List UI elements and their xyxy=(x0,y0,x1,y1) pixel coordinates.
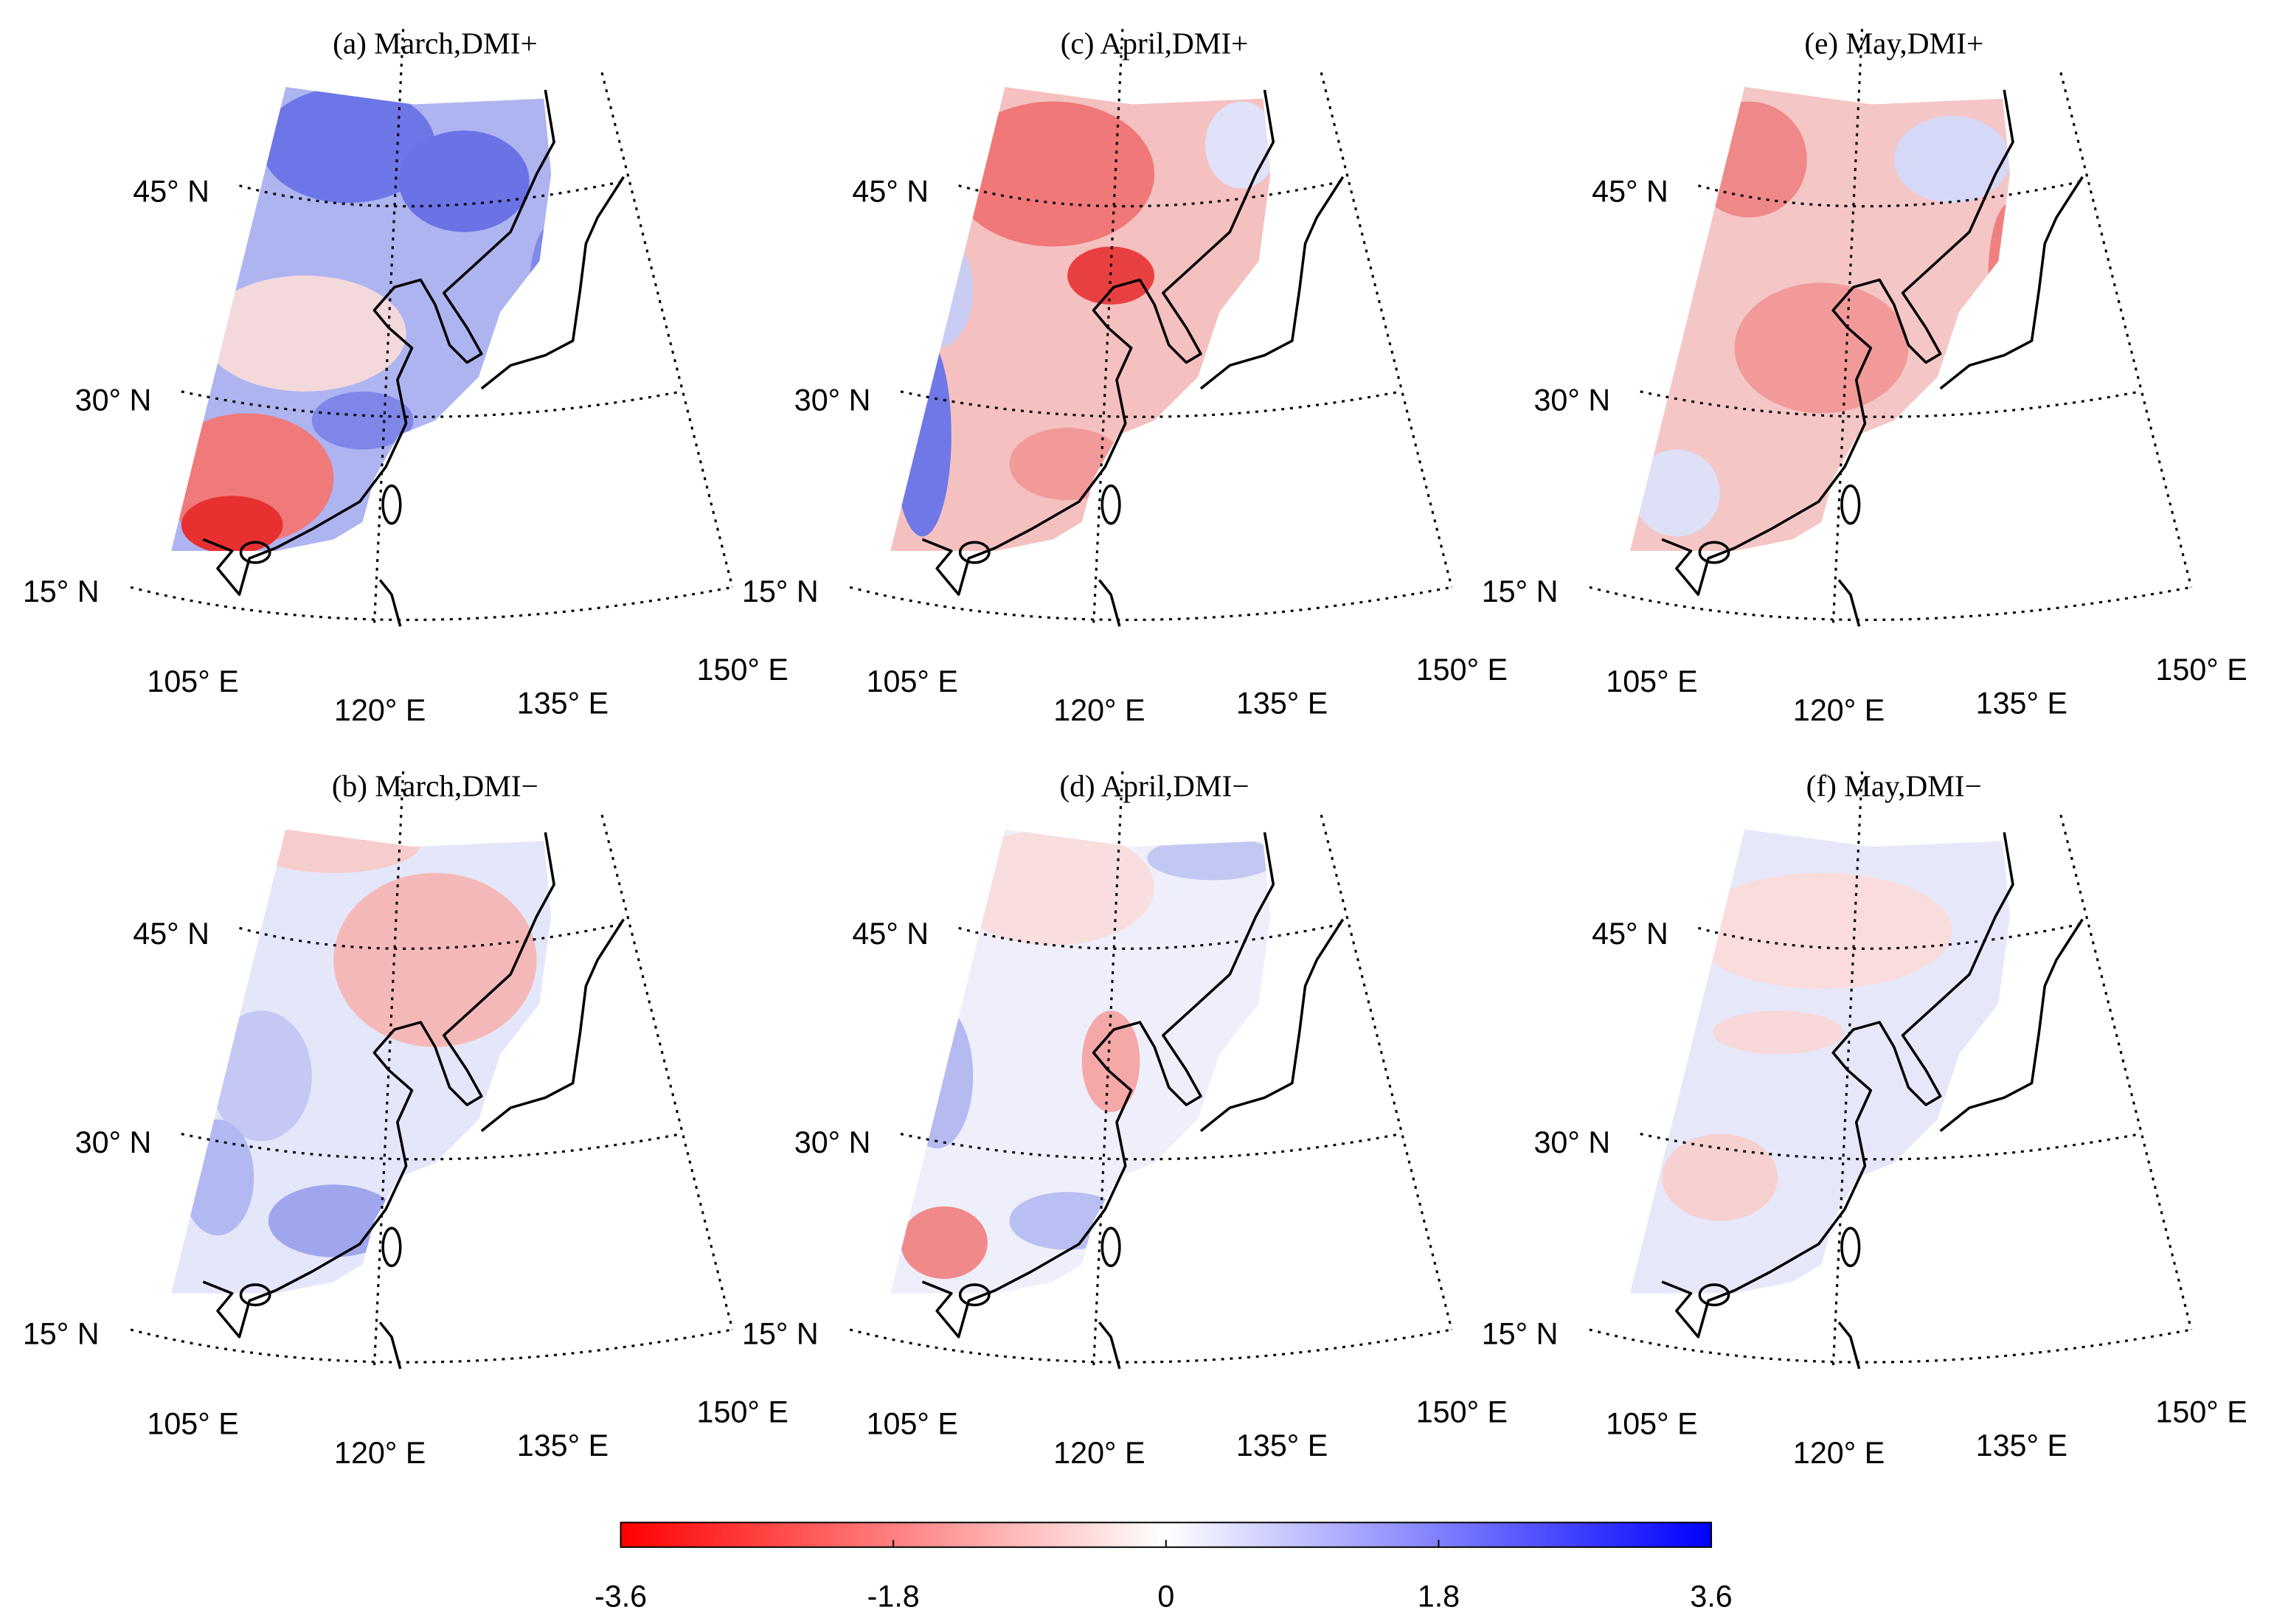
field-blob xyxy=(901,1003,974,1149)
lon-label: 135° E xyxy=(517,1429,609,1462)
lon-label: 105° E xyxy=(147,1406,238,1440)
field-blob xyxy=(333,872,537,1047)
lon-label: 105° E xyxy=(1606,1406,1697,1440)
lon-label: 135° E xyxy=(1236,686,1328,720)
field-blob xyxy=(1691,101,1807,218)
lat-label: 30° N xyxy=(75,383,152,417)
lat-label: 30° N xyxy=(75,1125,152,1159)
field-blob xyxy=(1662,1134,1778,1221)
colorbar-tick-label: 1.8 xyxy=(1418,1579,1460,1613)
lon-label: 105° E xyxy=(1606,664,1697,698)
panel-title: (a) March,DMI+ xyxy=(333,27,538,61)
field-blob xyxy=(951,101,1155,247)
lat-label: 30° N xyxy=(794,1125,871,1159)
field-blob xyxy=(246,829,421,873)
colorbar-tick-label: -1.8 xyxy=(867,1579,920,1613)
panel-title: (e) May,DMI+ xyxy=(1804,27,1983,61)
lon-label: 150° E xyxy=(2155,653,2247,687)
lon-label: 135° E xyxy=(1976,1429,2067,1462)
field-blob xyxy=(1893,116,2011,204)
panel-title: (c) April,DMI+ xyxy=(1061,27,1249,61)
lon-label: 120° E xyxy=(1053,693,1145,727)
colorbar-tick-label: -3.6 xyxy=(595,1579,647,1613)
lat-label: 30° N xyxy=(794,383,871,417)
field-blob xyxy=(1988,203,2011,348)
lon-label: 120° E xyxy=(1793,693,1885,727)
lat-label: 45° N xyxy=(133,174,209,208)
lon-label: 150° E xyxy=(2155,1395,2247,1429)
field-blob xyxy=(1147,836,1271,881)
map-panel: (a) March,DMI+ 45° N 30° N 15° N 105° E 120° … xyxy=(23,27,788,727)
map-panel: (d) April,DMI− 45° N 30° N 15° N 105° E 120° … xyxy=(742,768,1508,1469)
field-blob xyxy=(398,130,530,232)
lat-label: 15° N xyxy=(1482,575,1559,608)
colorbar: -3.6 -1.8 0 1.8 3.6 xyxy=(595,1521,1733,1613)
lon-label: 150° E xyxy=(1416,653,1508,687)
colorbar-tick-label: 0 xyxy=(1157,1579,1174,1613)
lat-label: 45° N xyxy=(1592,174,1668,208)
lat-label: 15° N xyxy=(742,575,819,608)
field-blob xyxy=(268,1184,399,1257)
lon-label: 135° E xyxy=(1976,686,2067,720)
panel-title: (d) April,DMI− xyxy=(1060,768,1249,803)
field xyxy=(171,86,552,552)
lat-label: 45° N xyxy=(852,174,929,208)
field-blob xyxy=(1067,246,1155,305)
lat-label: 15° N xyxy=(23,1317,100,1351)
lon-label: 105° E xyxy=(867,664,958,698)
field-blob xyxy=(210,1010,312,1142)
field-blob xyxy=(1204,101,1271,189)
lon-label: 120° E xyxy=(1793,1436,1885,1470)
lat-label: 15° N xyxy=(1482,1317,1559,1351)
lat-label: 30° N xyxy=(1533,1125,1610,1159)
lat-label: 15° N xyxy=(23,575,100,608)
field xyxy=(890,86,1271,552)
field-blob xyxy=(1632,449,1720,537)
lat-label: 15° N xyxy=(742,1317,819,1351)
field-blob xyxy=(1713,1010,1843,1055)
lon-label: 120° E xyxy=(1053,1436,1145,1470)
field-blob xyxy=(311,391,414,450)
lon-label: 120° E xyxy=(334,693,426,727)
lat-label: 45° N xyxy=(1592,917,1668,951)
field-blob xyxy=(260,86,435,204)
lon-label: 150° E xyxy=(1416,1395,1508,1429)
field-blob xyxy=(1691,872,1952,989)
map-panel: (c) April,DMI+ 45° N 30° N 15° N 105° E 120° … xyxy=(742,27,1508,727)
field-blob xyxy=(529,224,552,355)
lon-label: 105° E xyxy=(147,664,238,698)
lat-label: 30° N xyxy=(1533,383,1610,417)
field xyxy=(1629,829,2011,1294)
colorbar-tick-label: 3.6 xyxy=(1690,1579,1732,1613)
lon-label: 120° E xyxy=(334,1436,426,1470)
map-panel: (e) May,DMI+ 45° N 30° N 15° N 105° E 120° E 1… xyxy=(1482,27,2247,727)
field-blob xyxy=(1734,282,1909,414)
field-blob xyxy=(1009,427,1126,501)
field-blob xyxy=(951,829,1155,945)
field-blob xyxy=(181,496,283,552)
panel-title: (f) May,DMI− xyxy=(1806,768,1982,803)
map-panel: (b) March,DMI− 45° N 30° N 15° N 105° E 120° … xyxy=(23,768,788,1469)
field-blob xyxy=(893,333,951,537)
lat-label: 45° N xyxy=(852,917,929,951)
field-blob xyxy=(901,1206,988,1280)
lat-label: 45° N xyxy=(133,917,209,951)
map-panel: (f) May,DMI− 45° N 30° N 15° N 105° E 120° E 1… xyxy=(1482,768,2247,1469)
lon-label: 135° E xyxy=(1236,1429,1328,1462)
lon-label: 135° E xyxy=(517,686,609,720)
field xyxy=(1629,86,2011,552)
field xyxy=(171,829,552,1294)
lon-label: 150° E xyxy=(697,1395,788,1429)
lon-label: 105° E xyxy=(867,1406,958,1440)
field-blob xyxy=(901,232,974,348)
panel-title: (b) March,DMI− xyxy=(332,768,538,803)
field xyxy=(890,829,1271,1294)
field-blob xyxy=(203,275,406,392)
lon-label: 150° E xyxy=(697,653,788,687)
